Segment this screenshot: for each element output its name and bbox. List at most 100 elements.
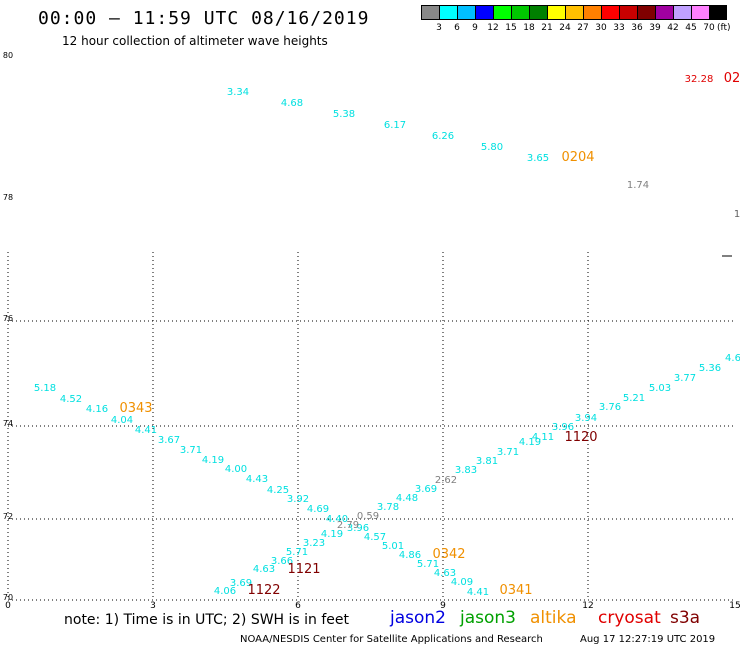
color-swatch: [691, 5, 709, 20]
color-scale-tick: 30: [595, 23, 607, 33]
wave-height-label: 3.66: [271, 556, 293, 567]
wave-height-label: 6.26: [432, 131, 454, 142]
wave-height-label: 4.69: [307, 504, 329, 515]
wave-height-label: 6.17: [384, 120, 406, 131]
wave-height-label: 5.18: [34, 383, 56, 394]
pass-time-label: 0204: [561, 150, 594, 165]
satellite-legend-jason3: jason3: [460, 608, 516, 628]
wave-height-label: 5.36: [699, 363, 721, 374]
color-scale-tick: 9: [472, 23, 478, 33]
color-scale-tick: 36: [631, 23, 643, 33]
wave-height-label: 4.16: [86, 404, 108, 415]
wave-height-label: 4.57: [364, 532, 386, 543]
wave-height-label: 4.41: [135, 425, 157, 436]
satellite-legend-s3a: s3a: [670, 608, 701, 628]
x-axis-tick: 15: [729, 601, 740, 611]
y-axis-tick: 80: [3, 51, 13, 60]
color-scale-tick: 12: [487, 23, 499, 33]
color-scale-tick: 15: [505, 23, 517, 33]
color-swatch: [583, 5, 601, 20]
color-swatch: [565, 5, 583, 20]
color-scale-tick: 6: [454, 23, 460, 33]
footnote: note: 1) Time is in UTC; 2) SWH is in fe…: [64, 612, 350, 628]
color-swatch: [547, 5, 565, 20]
wave-height-label: 4.04: [111, 415, 133, 426]
color-scale-tick: 70: [703, 23, 715, 33]
color-swatch: [457, 5, 475, 20]
credit-line: NOAA/NESDIS Center for Satellite Applica…: [240, 634, 543, 645]
color-swatch: [529, 5, 547, 20]
chart-title: 00:00 – 11:59 UTC 08/16/2019: [38, 8, 370, 29]
wave-height-label: 4.6: [725, 353, 740, 364]
color-swatch: [601, 5, 619, 20]
x-axis-tick: 0: [5, 601, 11, 611]
wave-height-label: 3.71: [180, 445, 202, 456]
color-scale-tick: 18: [523, 23, 535, 33]
wave-height-label: 4.06: [214, 586, 236, 597]
wave-height-label: 3.96: [552, 422, 574, 433]
y-axis-tick: 78: [3, 193, 13, 202]
wave-height-label: 3.71: [497, 447, 519, 458]
color-swatch: [673, 5, 691, 20]
wave-height-label: 5.01: [382, 541, 404, 552]
wave-height-label: 4.40: [326, 514, 348, 525]
wave-height-label: 1.74: [627, 180, 649, 191]
wave-height-label: 4.00: [225, 464, 247, 475]
color-scale-tick: 27: [577, 23, 589, 33]
wave-height-label: 5.71: [417, 559, 439, 570]
wave-height-label: 4.63: [253, 564, 275, 575]
x-axis-tick: 3: [150, 601, 156, 611]
wave-height-label: 4.19: [202, 455, 224, 466]
color-scale-tick: 21: [541, 23, 553, 33]
wave-height-label: 5.80: [481, 142, 503, 153]
satellite-legend-jason2: jason2: [390, 608, 446, 628]
y-axis-tick: 76: [3, 314, 13, 323]
color-swatch: [493, 5, 511, 20]
color-swatch: [637, 5, 655, 20]
pass-time-label: 1122: [247, 583, 280, 598]
chart-subtitle: 12 hour collection of altimeter wave hei…: [62, 34, 328, 48]
wave-height-label: 3.96: [347, 523, 369, 534]
x-axis-tick: 6: [295, 601, 301, 611]
wave-height-label: 4.41: [467, 587, 489, 598]
color-swatch: [511, 5, 529, 20]
color-swatch: [475, 5, 493, 20]
wave-height-label: 3.83: [455, 465, 477, 476]
wave-height-label: 3.65: [527, 153, 549, 164]
wave-height-label: 32.28: [685, 74, 714, 85]
wave-height-label: 3.92: [287, 494, 309, 505]
color-swatch: [709, 5, 727, 20]
y-axis-tick: 70: [3, 593, 13, 602]
wave-height-label: 4.11: [532, 432, 554, 443]
wave-height-label: 3.69: [415, 484, 437, 495]
wave-height-label: 4.25: [267, 485, 289, 496]
pass-time-label: 0342: [432, 547, 465, 562]
wave-height-label: 4.68: [281, 98, 303, 109]
wave-height-label: 5.71: [286, 547, 308, 558]
wave-height-label: 3.78: [377, 502, 399, 513]
pass-time-label: 1120: [564, 430, 597, 445]
wave-height-label: 2.62: [435, 475, 457, 486]
color-swatch: [439, 5, 457, 20]
pass-time-label: 0341: [499, 583, 532, 598]
wave-height-label: 3.69: [230, 578, 252, 589]
wave-height-label: 5.03: [649, 383, 671, 394]
pass-time-label: 02: [724, 71, 740, 86]
wave-height-label: 0.59: [357, 511, 379, 522]
color-scale-tick: 33: [613, 23, 625, 33]
color-scale-tick: 3: [436, 23, 442, 33]
color-scale-tick: 39: [649, 23, 661, 33]
color-swatch: [619, 5, 637, 20]
y-axis-tick: 72: [3, 512, 13, 521]
wave-height-label: 4.48: [396, 493, 418, 504]
color-scale-tick: 45: [685, 23, 697, 33]
color-swatch: [655, 5, 673, 20]
wave-height-label: 3.77: [674, 373, 696, 384]
wave-height-label: 4.43: [246, 474, 268, 485]
wave-height-label: 3.23: [303, 538, 325, 549]
wave-height-label: 3.94: [575, 413, 597, 424]
color-scale-tick: 42: [667, 23, 679, 33]
wave-height-label: 4.19: [519, 437, 541, 448]
wave-height-label: 4.86: [399, 550, 421, 561]
y-axis-tick: 74: [3, 419, 13, 428]
